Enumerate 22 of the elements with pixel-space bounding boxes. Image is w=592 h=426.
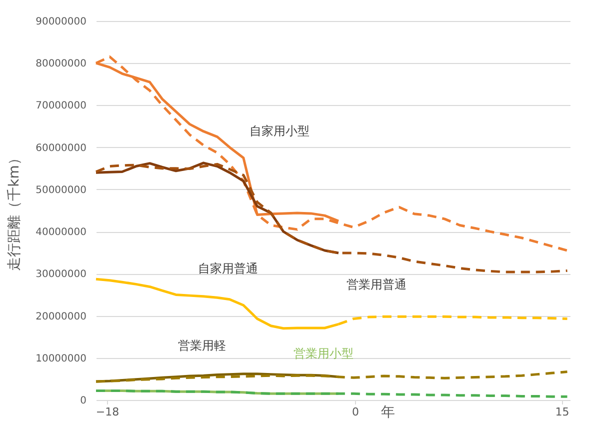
y-tick-label: 70000000 (36, 100, 86, 112)
series-label: 自家用小型 (249, 124, 310, 138)
y-tick-label: 50000000 (36, 184, 86, 196)
y-tick-label: 0 (80, 396, 86, 406)
x-tick-label: 15 (555, 406, 570, 418)
x-tick-label: −18 (96, 406, 120, 418)
line-series (94, 162, 568, 274)
y-tick-label: 20000000 (36, 311, 86, 322)
y-tick-label: 40000000 (36, 227, 86, 238)
y-tick-label: 30000000 (36, 269, 86, 280)
text: 営業用小型 (293, 346, 354, 361)
x-tick-label: 0 (352, 406, 360, 418)
line-series (94, 370, 568, 383)
y-tick-label: 90000000 (36, 16, 86, 28)
series-label: 営業用軽 (178, 338, 226, 353)
text: 営業用普通 (346, 278, 407, 292)
y-tick-label: 10000000 (36, 353, 86, 364)
y-tick-label: 80000000 (36, 58, 86, 70)
series-label: 自家用普通 (198, 262, 258, 276)
x-axis-title: 年 (380, 404, 395, 420)
y-axis-title: 走行距離（千km） (6, 151, 23, 271)
y-tick-label: 60000000 (36, 142, 86, 154)
